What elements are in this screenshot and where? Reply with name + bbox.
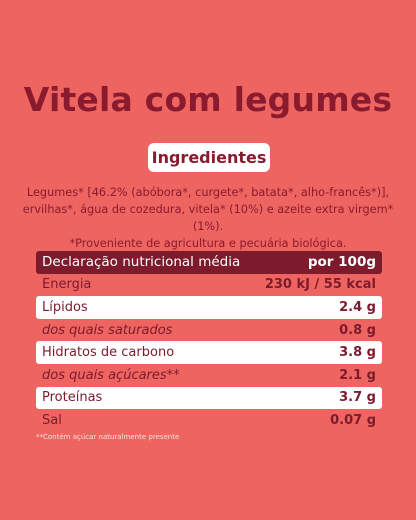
nutrition-table: Declaração nutricional média por 100g En… xyxy=(36,251,382,432)
row-label: dos quais saturados xyxy=(42,322,173,338)
ingredient-line: Legumes* [46.2% (abóbora*, curgete*, bat… xyxy=(26,186,390,199)
ingredients: Legumes* [46.2% (abóbora*, curgete*, bat… xyxy=(10,184,406,252)
table-header: Declaração nutricional média por 100g xyxy=(36,251,382,274)
header-unit: por 100g xyxy=(307,254,376,271)
row-value: 0.07 g xyxy=(330,412,376,428)
title: Vitela com legumes xyxy=(23,80,393,119)
section-label: Ingredientes xyxy=(148,143,270,172)
ingredient-line: *Proveniente de agricultura e pecuária b… xyxy=(69,237,347,250)
row-value: 0.8 g xyxy=(339,322,376,338)
row-label: dos quais açúcares** xyxy=(42,367,180,383)
row-value: 2.1 g xyxy=(339,367,376,383)
table-row: Energia 230 kJ / 55 kcal xyxy=(36,274,382,297)
header-label: Declaração nutricional média xyxy=(42,254,241,271)
table-row: Hidratos de carbono 3.8 g xyxy=(36,341,382,364)
row-value: 230 kJ / 55 kcal xyxy=(264,277,376,293)
row-label: Proteínas xyxy=(42,390,103,406)
ingredient-line: ervilhas*, água de cozedura, vitela* (10… xyxy=(22,203,394,233)
table-row: dos quais açúcares** 2.1 g xyxy=(36,364,382,387)
row-value: 3.8 g xyxy=(339,345,376,361)
table-row: Sal 0.07 g xyxy=(36,409,382,432)
row-label: Sal xyxy=(42,412,62,428)
table-row: Lípidos 2.4 g xyxy=(36,296,382,319)
table-row: dos quais saturados 0.8 g xyxy=(36,319,382,342)
row-value: 3.7 g xyxy=(339,390,376,406)
row-label: Lípidos xyxy=(42,299,88,315)
table-row: Proteínas 3.7 g xyxy=(36,386,382,410)
row-label: Hidratos de carbono xyxy=(42,345,175,361)
row-value: 2.4 g xyxy=(339,299,376,315)
row-label: Energia xyxy=(42,277,92,293)
footnote: **Contém açúcar naturalmente presente xyxy=(36,433,180,441)
